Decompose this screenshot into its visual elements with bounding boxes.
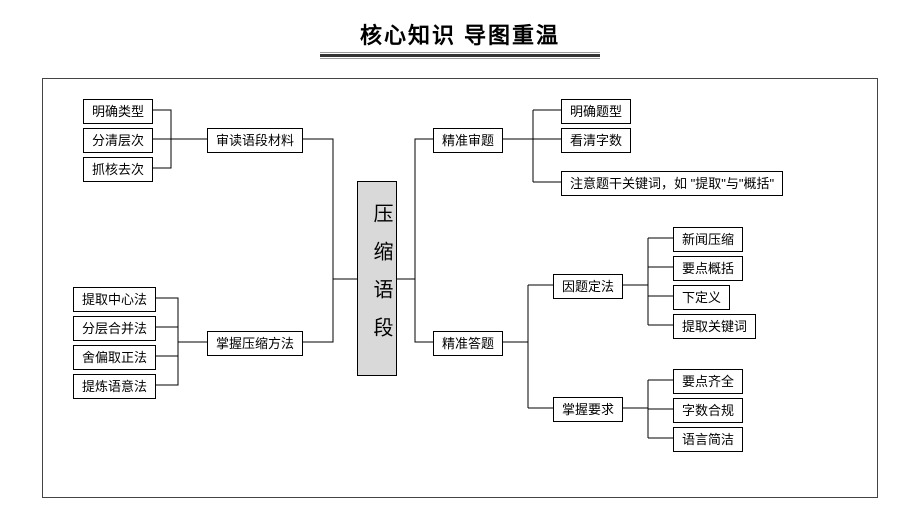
leaf-question-type: 明确题型 xyxy=(561,99,631,124)
leaf-keywords: 注意题干关键词，如 "提取"与"概括" xyxy=(561,171,783,196)
leaf-complete: 要点齐全 xyxy=(673,369,743,394)
leaf-concise: 语言简洁 xyxy=(673,427,743,452)
title-underline xyxy=(320,54,600,57)
leaf-points: 要点概括 xyxy=(673,256,743,281)
leaf-level: 分清层次 xyxy=(83,128,153,153)
page-title: 核心知识 导图重温 xyxy=(360,18,560,50)
node-requirements: 掌握要求 xyxy=(553,397,623,422)
diagram-frame: 压缩语段 审读语段材料 明确类型 分清层次 抓核去次 掌握压缩方法 提取中心法 … xyxy=(42,78,878,498)
leaf-core: 抓核去次 xyxy=(83,157,153,182)
leaf-layer-merge: 分层合并法 xyxy=(73,316,156,341)
node-by-question: 因题定法 xyxy=(553,274,623,299)
node-review-material: 审读语段材料 xyxy=(207,128,303,153)
node-precise-read: 精准审题 xyxy=(433,128,503,153)
leaf-refine-meaning: 提炼语意法 xyxy=(73,374,156,399)
leaf-type: 明确类型 xyxy=(83,99,153,124)
leaf-discard-bias: 舍偏取正法 xyxy=(73,345,156,370)
leaf-extract-center: 提取中心法 xyxy=(73,287,156,312)
leaf-word-count: 看清字数 xyxy=(561,128,631,153)
leaf-extract-kw: 提取关键词 xyxy=(673,314,756,339)
node-precise-answer: 精准答题 xyxy=(433,331,503,356)
center-node: 压缩语段 xyxy=(357,181,397,376)
leaf-news: 新闻压缩 xyxy=(673,227,743,252)
leaf-definition: 下定义 xyxy=(673,285,730,310)
node-methods: 掌握压缩方法 xyxy=(207,331,303,356)
leaf-wordlimit: 字数合规 xyxy=(673,398,743,423)
